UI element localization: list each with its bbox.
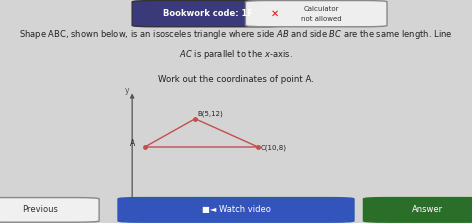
- Text: Bookwork code: 1F: Bookwork code: 1F: [163, 9, 253, 18]
- Text: Shape ABC, shown below, is an isosceles triangle where side $AB$ and side $BC$ a: Shape ABC, shown below, is an isosceles …: [19, 28, 453, 41]
- Text: B(5,12): B(5,12): [198, 111, 223, 118]
- Text: C(10,8): C(10,8): [261, 144, 287, 151]
- FancyBboxPatch shape: [132, 0, 283, 27]
- Text: ■◄ Watch video: ■◄ Watch video: [202, 205, 270, 214]
- FancyBboxPatch shape: [363, 198, 472, 222]
- Text: Work out the coordinates of point A.: Work out the coordinates of point A.: [158, 75, 314, 84]
- FancyBboxPatch shape: [245, 0, 387, 27]
- Text: $AC$ is parallel to the $x$-axis.: $AC$ is parallel to the $x$-axis.: [179, 48, 293, 61]
- Text: A: A: [130, 139, 135, 148]
- Text: not allowed: not allowed: [301, 16, 341, 22]
- Text: x: x: [310, 201, 314, 211]
- Text: ✕: ✕: [270, 8, 279, 18]
- Text: 0: 0: [122, 203, 126, 209]
- FancyBboxPatch shape: [118, 198, 354, 222]
- FancyBboxPatch shape: [0, 198, 99, 222]
- Text: Calculator: Calculator: [303, 6, 339, 12]
- Text: y: y: [125, 86, 129, 95]
- Text: Previous: Previous: [22, 205, 58, 214]
- Text: Answer: Answer: [412, 205, 443, 214]
